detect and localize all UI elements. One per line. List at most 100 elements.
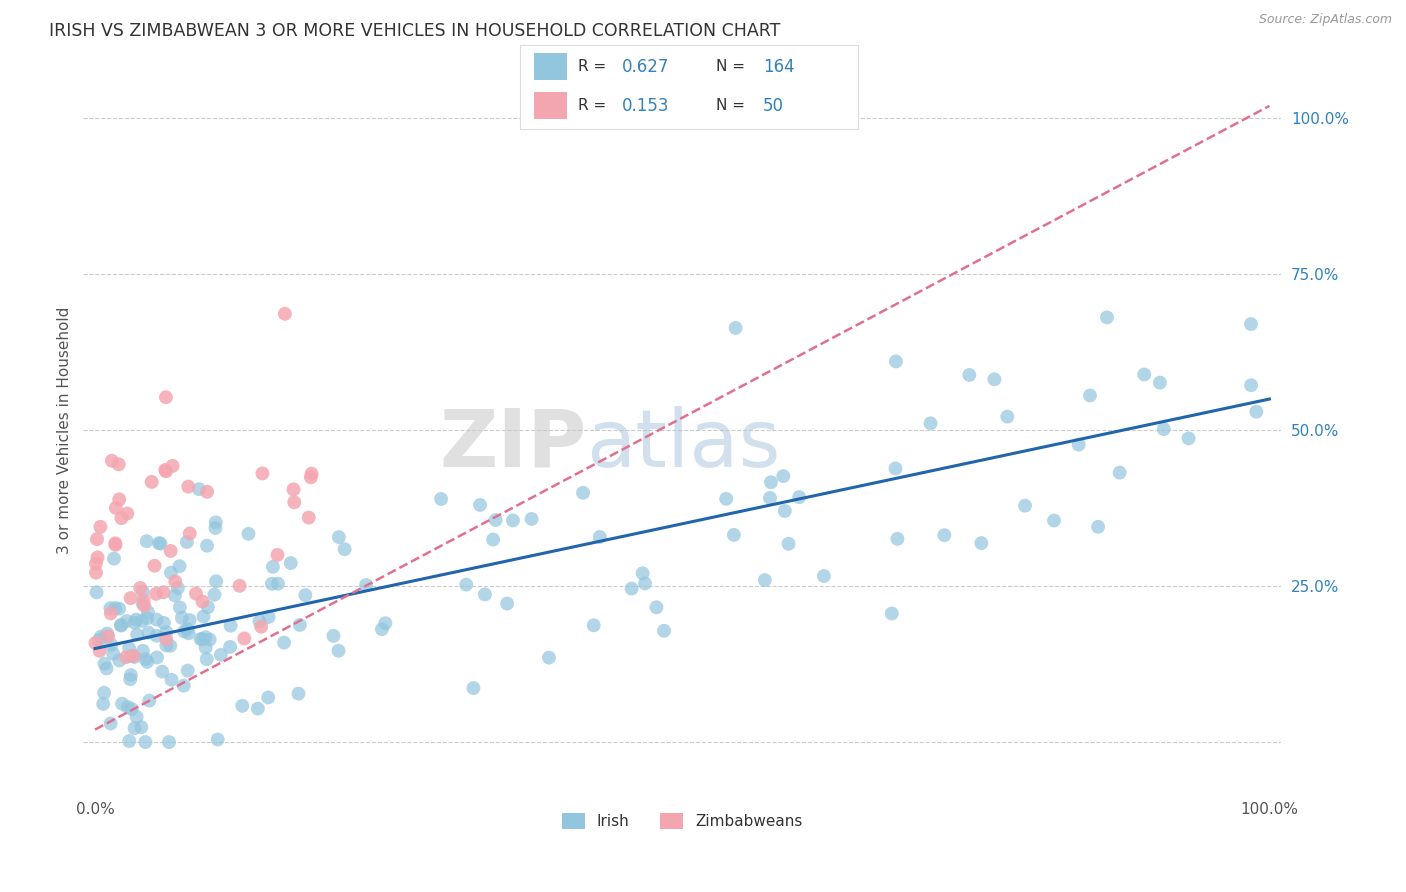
Irish	[176, 623, 198, 637]
Irish	[231, 698, 253, 713]
Irish	[787, 490, 810, 504]
Irish	[198, 632, 221, 647]
Irish	[118, 734, 141, 748]
Irish	[169, 559, 191, 574]
Irish	[108, 653, 131, 667]
Irish	[188, 482, 211, 496]
Irish	[886, 532, 908, 546]
Irish	[371, 622, 394, 636]
Irish	[86, 585, 108, 599]
Irish	[124, 649, 146, 664]
Irish	[194, 630, 217, 644]
Irish	[267, 576, 290, 591]
Irish	[136, 611, 159, 625]
Irish	[127, 627, 149, 641]
Irish	[582, 618, 605, 632]
Irish	[1240, 317, 1263, 331]
Zimbabweans	[120, 591, 142, 605]
Irish	[249, 615, 271, 629]
Irish	[131, 720, 153, 734]
Irish	[328, 644, 350, 658]
Irish	[537, 650, 560, 665]
Zimbabweans	[184, 586, 207, 600]
Zimbabweans	[250, 620, 273, 634]
Zimbabweans	[108, 492, 131, 507]
Zimbabweans	[155, 390, 177, 404]
Irish	[110, 618, 132, 632]
Irish	[1087, 520, 1109, 534]
Text: N =: N =	[716, 59, 749, 74]
Irish	[205, 574, 228, 589]
Irish	[920, 417, 942, 431]
Irish	[195, 652, 218, 666]
Irish	[179, 613, 201, 627]
Irish	[160, 673, 183, 687]
Irish	[155, 639, 177, 653]
Irish	[645, 600, 668, 615]
Irish	[1014, 499, 1036, 513]
Zimbabweans	[152, 585, 174, 599]
Irish	[257, 690, 280, 705]
Irish	[125, 613, 148, 627]
Irish	[724, 321, 747, 335]
Zimbabweans	[89, 520, 111, 534]
Irish	[145, 613, 167, 627]
Irish	[1246, 405, 1268, 419]
Irish	[150, 665, 173, 679]
Irish	[155, 625, 177, 640]
Irish	[104, 601, 127, 615]
Irish	[219, 640, 242, 654]
Irish	[146, 650, 169, 665]
Irish	[572, 485, 595, 500]
Irish	[322, 629, 344, 643]
Irish	[204, 588, 226, 602]
Irish	[120, 668, 142, 682]
Zimbabweans	[117, 507, 139, 521]
Irish	[193, 609, 215, 624]
Irish	[723, 528, 745, 542]
Irish	[207, 732, 229, 747]
Irish	[163, 588, 186, 602]
Irish	[280, 556, 302, 570]
Irish	[209, 648, 232, 662]
Irish	[100, 601, 122, 615]
Zimbabweans	[141, 475, 163, 489]
Irish	[145, 629, 167, 643]
Zimbabweans	[283, 495, 305, 509]
Irish	[273, 635, 295, 649]
Zimbabweans	[274, 307, 297, 321]
Irish	[101, 647, 124, 661]
Irish	[136, 655, 159, 669]
Irish	[219, 618, 242, 632]
Irish	[1043, 513, 1066, 527]
Zimbabweans	[86, 550, 108, 565]
Irish	[474, 587, 496, 601]
Irish	[430, 491, 453, 506]
Irish	[93, 657, 115, 671]
Irish	[96, 661, 118, 675]
Irish	[191, 632, 214, 647]
Irish	[121, 702, 143, 716]
Irish	[970, 536, 993, 550]
Zimbabweans	[134, 599, 156, 613]
Irish	[1133, 368, 1156, 382]
Irish	[631, 566, 654, 581]
Zimbabweans	[107, 458, 129, 472]
Irish	[652, 624, 675, 638]
Irish	[132, 597, 155, 611]
Zimbabweans	[104, 500, 127, 515]
Zimbabweans	[100, 607, 122, 621]
Zimbabweans	[104, 538, 127, 552]
Irish	[1108, 466, 1130, 480]
Irish	[108, 601, 131, 615]
Irish	[204, 516, 226, 530]
Text: ZIP: ZIP	[439, 406, 586, 483]
Irish	[153, 615, 176, 630]
Irish	[177, 626, 200, 640]
Irish	[197, 600, 219, 615]
Zimbabweans	[283, 483, 305, 497]
Zimbabweans	[155, 632, 177, 647]
Irish	[463, 681, 485, 695]
Bar	[534, 92, 568, 120]
Irish	[159, 639, 181, 653]
